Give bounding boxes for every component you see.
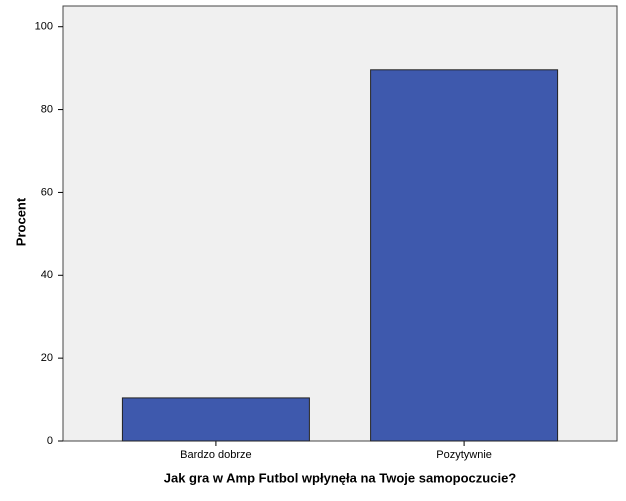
x-axis-title: Jak gra w Amp Futbol wpłynęła na Twoje s… xyxy=(164,470,517,485)
bar xyxy=(370,69,559,442)
y-tick-label: 0 xyxy=(47,435,53,447)
y-tick-label: 100 xyxy=(35,21,53,33)
x-tick-label: Bardzo dobrze xyxy=(180,449,252,461)
y-tick-label: 40 xyxy=(41,269,53,281)
y-tick-label: 60 xyxy=(41,186,53,198)
bar xyxy=(121,397,310,442)
x-tick-label: Pozytywnie xyxy=(436,449,492,461)
y-tick-label: 20 xyxy=(41,352,53,364)
y-axis-title: Procent xyxy=(13,197,28,246)
y-tick-label: 80 xyxy=(41,103,53,115)
